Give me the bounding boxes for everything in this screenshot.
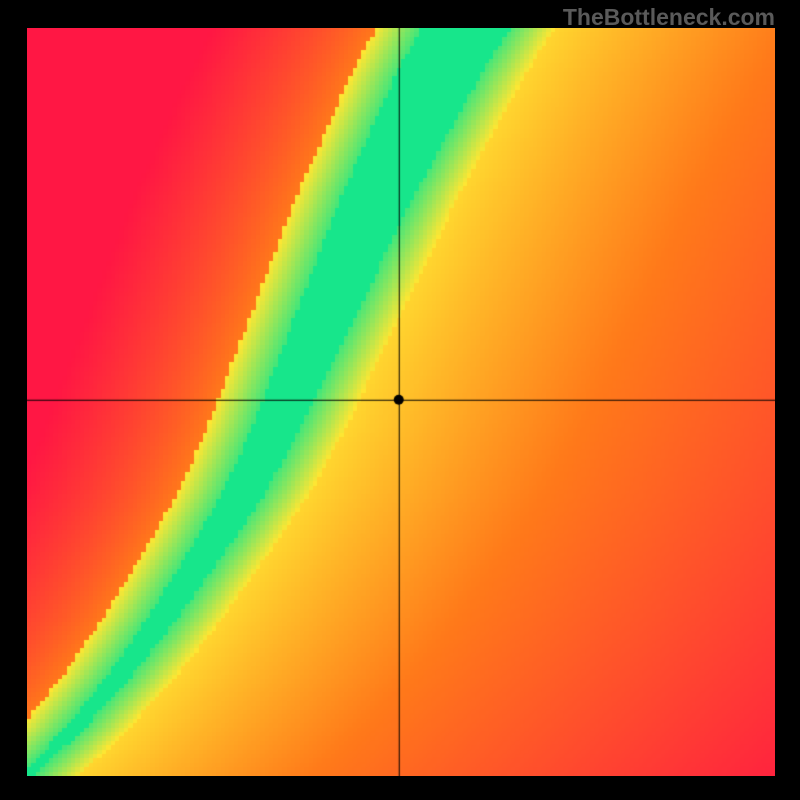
watermark-text: TheBottleneck.com bbox=[563, 4, 775, 31]
chart-container: TheBottleneck.com bbox=[0, 0, 800, 800]
bottleneck-heatmap bbox=[27, 28, 775, 776]
